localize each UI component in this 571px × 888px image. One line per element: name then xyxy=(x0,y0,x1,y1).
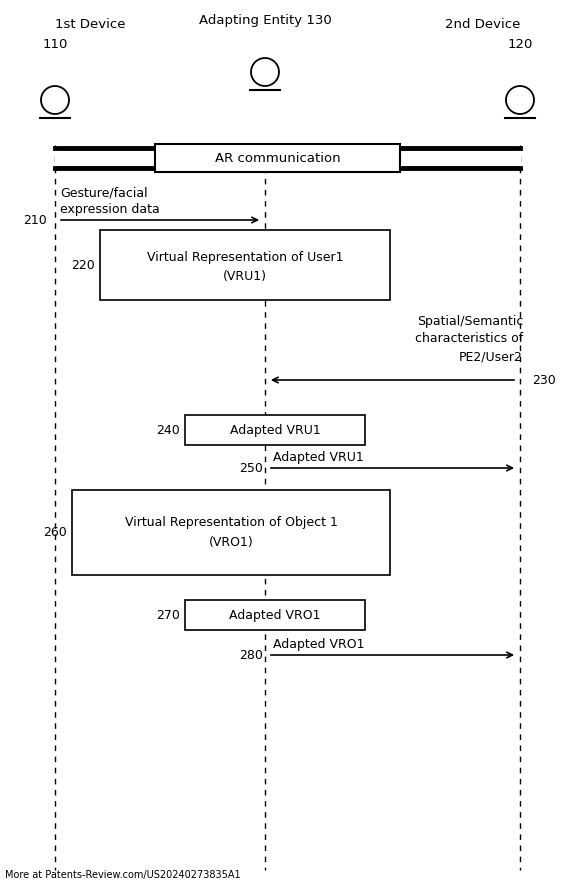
Bar xyxy=(100,230,390,300)
Text: AR communication: AR communication xyxy=(215,152,340,164)
Text: 2nd Device: 2nd Device xyxy=(445,18,520,31)
Text: Gesture/facial: Gesture/facial xyxy=(60,186,148,199)
Text: expression data: expression data xyxy=(60,203,160,216)
Text: 210: 210 xyxy=(23,213,47,226)
Text: 270: 270 xyxy=(156,608,180,622)
Text: 240: 240 xyxy=(156,424,180,437)
Text: Adapted VRO1: Adapted VRO1 xyxy=(273,638,364,651)
Text: Virtual Representation of User1: Virtual Representation of User1 xyxy=(147,250,343,264)
Text: 250: 250 xyxy=(239,462,263,474)
Bar xyxy=(72,490,390,575)
Text: (VRO1): (VRO1) xyxy=(208,536,254,549)
Text: 220: 220 xyxy=(71,258,95,272)
Text: More at Patents-Review.com/US20240273835A1: More at Patents-Review.com/US20240273835… xyxy=(5,870,240,880)
Bar xyxy=(185,415,365,445)
Text: (VRU1): (VRU1) xyxy=(223,269,267,282)
Text: PE2/User2: PE2/User2 xyxy=(459,350,523,363)
Text: 1st Device: 1st Device xyxy=(55,18,126,31)
Text: 280: 280 xyxy=(239,648,263,662)
Text: Adapted VRU1: Adapted VRU1 xyxy=(230,424,320,437)
Text: 120: 120 xyxy=(507,38,533,51)
Bar xyxy=(155,144,400,172)
Text: characteristics of: characteristics of xyxy=(415,332,523,345)
Text: 110: 110 xyxy=(42,38,68,51)
Text: Adapting Entity 130: Adapting Entity 130 xyxy=(199,14,331,27)
Text: Adapted VRO1: Adapted VRO1 xyxy=(229,608,321,622)
Text: Spatial/Semantic: Spatial/Semantic xyxy=(417,315,523,328)
Text: Adapted VRU1: Adapted VRU1 xyxy=(273,451,364,464)
Text: Virtual Representation of Object 1: Virtual Representation of Object 1 xyxy=(124,516,337,529)
Text: 260: 260 xyxy=(43,526,67,539)
Text: 230: 230 xyxy=(532,374,556,386)
Bar xyxy=(185,600,365,630)
